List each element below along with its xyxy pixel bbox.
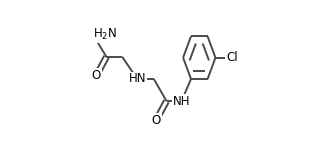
Text: NH: NH (173, 95, 190, 108)
Text: O: O (92, 69, 101, 82)
Text: Cl: Cl (226, 51, 238, 64)
Text: HN: HN (129, 73, 146, 85)
Text: H$_2$N: H$_2$N (93, 27, 117, 42)
Text: O: O (152, 114, 161, 127)
